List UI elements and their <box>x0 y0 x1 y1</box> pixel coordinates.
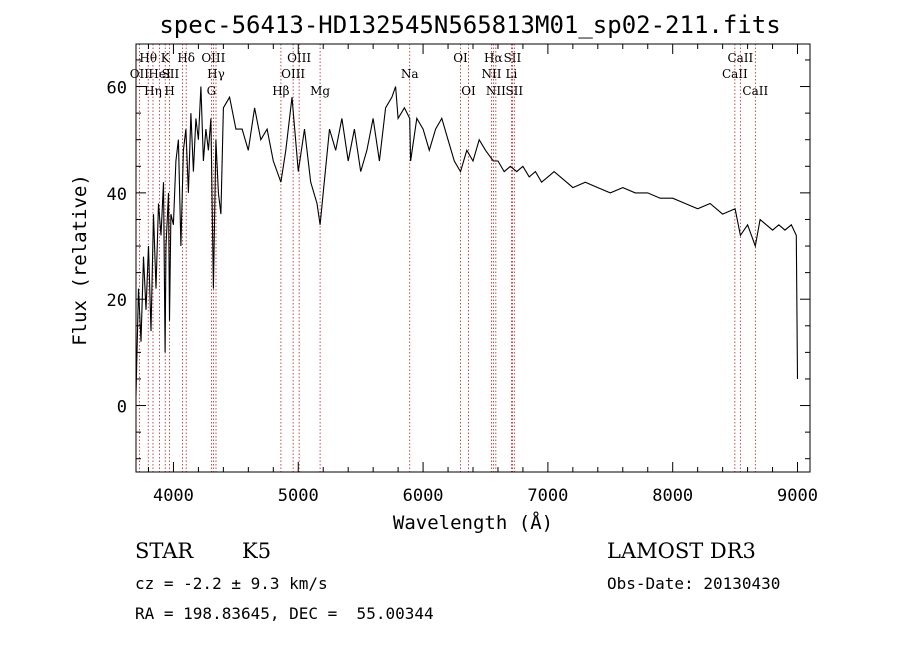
y-tick-label: 60 <box>107 79 127 99</box>
line-label: SII <box>505 84 523 98</box>
line-label: SII <box>162 67 180 81</box>
y-tick-label: 20 <box>107 291 127 311</box>
x-axis-label: Wavelength (Å) <box>393 511 553 534</box>
line-label: G <box>207 84 217 98</box>
x-tick-label: 8000 <box>652 486 693 506</box>
line-label: Hα <box>484 51 503 65</box>
y-tick-label: 0 <box>117 398 127 418</box>
survey-name: LAMOST DR3 <box>607 539 756 563</box>
y-axis-label: Flux (relative) <box>69 174 91 346</box>
x-tick-label: 4000 <box>153 486 194 506</box>
line-label: CaII <box>722 67 748 81</box>
line-label: OIII <box>201 51 225 65</box>
line-label: Hθ <box>139 51 157 65</box>
object-class: STAR <box>135 539 194 563</box>
spectrum-line <box>135 86 799 395</box>
line-label: Hη <box>144 84 162 98</box>
x-tick-label: 5000 <box>278 486 319 506</box>
line-label: OIII <box>287 51 311 65</box>
observation-date: Obs-Date: 20130430 <box>607 574 781 593</box>
line-label: Na <box>401 67 419 81</box>
line-label: H <box>164 84 174 98</box>
line-label: K <box>161 51 171 65</box>
chart-title: spec-56413-HD132545N565813M01_sp02-211.f… <box>159 11 780 39</box>
y-tick-label: 40 <box>107 185 127 205</box>
line-label: OII <box>130 67 150 81</box>
x-tick-label: 9000 <box>777 486 818 506</box>
x-tick-label: 6000 <box>403 486 444 506</box>
line-label: CaII <box>727 51 753 65</box>
coordinates: RA = 198.83645, DEC = 55.00344 <box>135 604 434 623</box>
line-label: OI <box>453 51 468 65</box>
line-label: SII <box>504 51 522 65</box>
line-label: OI <box>461 84 476 98</box>
x-tick-label: 7000 <box>527 486 568 506</box>
line-label: NII <box>481 67 501 81</box>
line-label: Li <box>506 67 518 81</box>
redshift-value: cz = -2.2 ± 9.3 km/s <box>135 574 328 593</box>
line-label: Hγ <box>207 67 225 81</box>
line-label: HeI <box>148 67 171 81</box>
line-label: Hβ <box>272 84 289 98</box>
plot-frame <box>135 43 811 473</box>
spectral-line-markers: OII Hθ Hη HeI K H SII Hδ G OIII Hγ Hβ OIII OIII Mg Na OI… <box>130 44 768 472</box>
object-subclass: K5 <box>242 539 272 563</box>
line-label: NII <box>486 84 506 98</box>
line-label: OIII <box>281 67 305 81</box>
y-axis: 0 20 40 60 <box>107 59 810 460</box>
spectrum-chart: spec-56413-HD132545N565813M01_sp02-211.f… <box>69 11 818 534</box>
line-label: Mg <box>310 84 330 98</box>
line-label: CaII <box>742 84 768 98</box>
line-label: Hδ <box>177 51 195 65</box>
x-axis: 4000 5000 6000 7000 8000 9000 <box>147 44 818 506</box>
